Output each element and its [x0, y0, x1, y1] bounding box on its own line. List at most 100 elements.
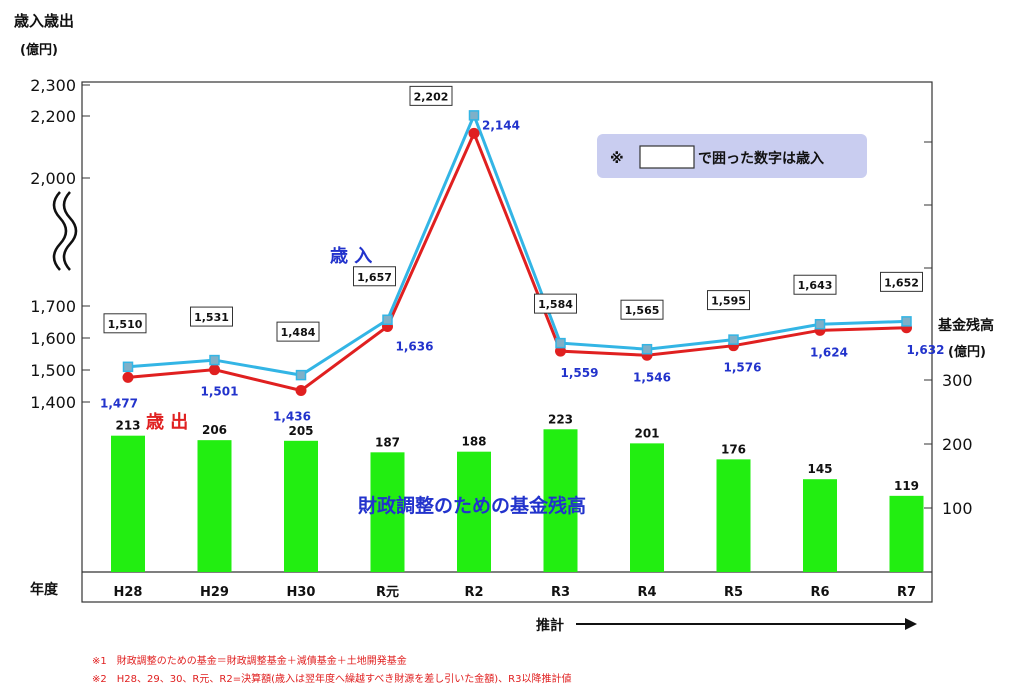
- revenue-line: [127, 111, 907, 377]
- left-axis-ticks: 2,300 2,200 2,000 1,700 1,600 1,500 1,400: [30, 76, 90, 412]
- estimate-arrow-head: [905, 618, 917, 630]
- right-axis-ticks: 100 200 300: [924, 141, 973, 518]
- expenditure-label: 1,477: [100, 396, 138, 410]
- revenue-label: 1,584: [538, 298, 573, 311]
- revenue-label: 1,657: [357, 271, 392, 284]
- revenue-label-box: [880, 271, 923, 292]
- revenue-point: [209, 354, 220, 366]
- expenditure-label: 1,636: [396, 339, 434, 353]
- expenditure-label: 1,436: [273, 409, 311, 423]
- revenue-label: 2,202: [414, 90, 449, 103]
- category-label: R2: [464, 585, 483, 600]
- revenue-labels: 1,510 1,531 1,484 1,657 2,202 1,584 1,565 1,595…: [103, 85, 923, 342]
- revenue-label-box: [276, 321, 320, 342]
- axis-break-symbol-2: [62, 191, 78, 271]
- revenue-point: [295, 369, 307, 381]
- expenditure-label: 2,144: [482, 118, 520, 132]
- fund-bar: [543, 429, 578, 572]
- fund-bar-label: 187: [375, 435, 400, 449]
- fund-bar: [370, 452, 405, 572]
- revenue-label-box: [534, 293, 577, 314]
- expenditure-label: 1,576: [724, 361, 762, 375]
- fund-series-name: 財政調整のための基金残高: [358, 494, 586, 517]
- category-label: R4: [637, 585, 656, 600]
- revenue-label-box: [103, 313, 147, 334]
- expenditure-point: [122, 371, 134, 383]
- series-lines: [122, 110, 912, 396]
- revenue-label-box: [793, 274, 837, 295]
- fund-bar-label: 119: [894, 479, 919, 493]
- legend-note-prefix: ※: [610, 151, 624, 167]
- revenue-label: 1,484: [281, 326, 316, 339]
- expenditure-line: [127, 129, 907, 393]
- fund-bar: [630, 443, 664, 572]
- revenue-label-box: [409, 85, 453, 106]
- fund-bar: [197, 440, 232, 572]
- right-axis-unit: (億円): [948, 344, 986, 360]
- left-tick-label: 1,600: [30, 329, 76, 348]
- expenditure-labels: 1,477 1,501 1,436 1,636 2,144 1,559 1,546 1,576…: [100, 118, 944, 423]
- category-label: H28: [114, 585, 143, 600]
- revenue-point: [555, 337, 566, 349]
- right-axis-title: 基金残高: [938, 317, 994, 334]
- left-tick-label: 1,700: [30, 297, 76, 316]
- fund-bar-label: 223: [548, 412, 573, 426]
- revenue-point: [122, 361, 134, 373]
- right-tick-label: 300: [942, 371, 973, 390]
- legend-note-sample-box: [639, 145, 695, 169]
- fund-bar-label: 145: [807, 462, 832, 476]
- fund-bar-label: 205: [288, 424, 313, 438]
- category-label: R7: [897, 585, 916, 600]
- revenue-label: 1,595: [711, 295, 746, 308]
- estimate-label: 推計: [536, 617, 564, 634]
- category-label: H29: [200, 585, 229, 600]
- footnote-2: ※2 H28、29、30、R元、R2=決算額(歳入は翌年度へ繰越すべき財源を差し…: [92, 672, 572, 685]
- axis-break-symbol: [52, 191, 68, 271]
- left-tick-label: 2,000: [30, 169, 76, 188]
- legend-note-text: で囲った数字は歳入: [698, 150, 824, 167]
- revenue-point: [641, 343, 653, 355]
- revenue-label-box: [353, 266, 396, 287]
- right-tick-label: 200: [942, 435, 973, 454]
- fund-bar: [284, 440, 318, 572]
- fund-bar-label: 206: [202, 423, 227, 437]
- revenue-label: 1,565: [625, 304, 660, 317]
- revenue-point: [901, 316, 912, 327]
- fund-bar-label: 201: [634, 426, 659, 440]
- category-label: R元: [376, 585, 399, 600]
- left-tick-label: 1,500: [30, 361, 76, 380]
- revenue-label: 1,643: [798, 279, 833, 292]
- expenditure-point: [295, 384, 307, 396]
- expenditure-label: 1,546: [633, 370, 671, 384]
- left-axis-title: 歳入歳出: [14, 12, 74, 30]
- category-label: H30: [287, 585, 316, 600]
- revenue-label-box: [620, 299, 664, 320]
- fund-bar: [457, 451, 491, 572]
- fund-bar: [716, 459, 751, 572]
- revenue-point: [468, 110, 480, 121]
- left-axis-unit: (億円): [20, 42, 58, 58]
- fund-bar-label: 188: [461, 435, 486, 449]
- revenue-label: 1,510: [108, 318, 143, 331]
- category-label: R6: [810, 585, 829, 600]
- left-tick-label: 2,300: [30, 76, 76, 95]
- revenue-point: [814, 318, 826, 330]
- category-labels: H28 H29 H30 R元 R2 R3 R4 R5 R6 R7: [114, 585, 917, 600]
- fund-bars: [111, 429, 924, 572]
- expenditure-label: 1,624: [810, 345, 848, 359]
- revenue-label-box: [707, 290, 750, 311]
- expenditure-point: [209, 364, 220, 376]
- expenditure-point: [468, 127, 480, 139]
- revenue-label: 1,652: [884, 276, 919, 289]
- revenue-series-name: 歳 入: [330, 246, 372, 267]
- expenditure-label: 1,501: [201, 385, 239, 399]
- revenue-point: [382, 314, 393, 326]
- x-axis-title: 年度: [30, 581, 59, 598]
- fund-bar: [803, 479, 837, 572]
- category-label: R3: [551, 585, 570, 600]
- expenditure-series-name: 歳 出: [146, 411, 188, 433]
- expenditure-label: 1,559: [561, 366, 599, 380]
- plot-frame: [81, 81, 933, 603]
- fund-bar-label: 213: [115, 419, 140, 433]
